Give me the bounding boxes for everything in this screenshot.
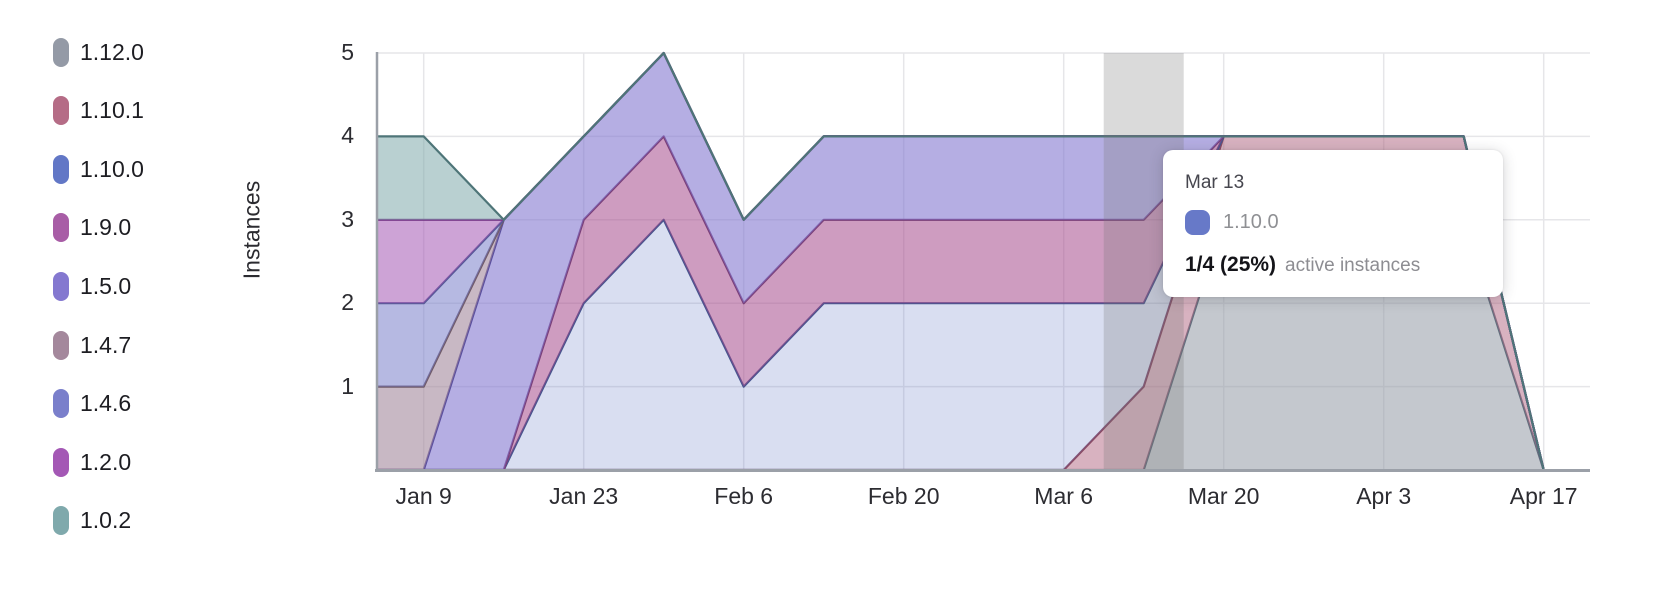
x-tick-label: Jan 23 (549, 483, 619, 509)
y-tick-label: 4 (341, 122, 354, 149)
legend-swatch-1.2.0 (53, 447, 69, 477)
legend-label: 1.2.0 (80, 448, 132, 475)
legend-item-1.0.2[interactable]: 1.0.2 (53, 506, 132, 536)
legend-item-1.10.1[interactable]: 1.10.1 (53, 96, 144, 126)
legend-item-1.5.0[interactable]: 1.5.0 (53, 271, 132, 301)
legend-label: 1.4.7 (80, 331, 132, 358)
tooltip-series-swatch (1185, 210, 1210, 235)
legend-swatch-1.4.6 (53, 389, 69, 419)
legend-swatch-1.10.0 (53, 154, 69, 184)
legend-item-1.9.0[interactable]: 1.9.0 (53, 213, 132, 243)
y-tick-label: 3 (341, 205, 354, 232)
legend-item-1.4.6[interactable]: 1.4.6 (53, 389, 132, 419)
area-line-1.0.2 (378, 51, 1545, 471)
legend-label: 1.0.2 (80, 507, 132, 534)
x-tick-label: Mar 6 (1034, 483, 1094, 509)
area-1.9.0[interactable] (378, 136, 1544, 470)
x-tick-label: Apr 3 (1356, 483, 1412, 509)
y-axis-title: Instances (238, 180, 265, 280)
y-tick-label: 5 (341, 39, 354, 65)
y-tick-label: 2 (341, 289, 354, 316)
tooltip-date: Mar 13 (1185, 172, 1245, 193)
legend-swatch-1.4.7 (53, 330, 69, 360)
x-tick-label: Apr 17 (1509, 483, 1578, 509)
chart-tooltip: Mar 13 1.10.0 1/4 (25%) active instances (1163, 150, 1503, 297)
legend-swatch-1.9.0 (53, 213, 69, 243)
x-tick-label: Feb 20 (867, 483, 940, 509)
legend-item-1.12.0[interactable]: 1.12.0 (53, 37, 144, 67)
legend-swatch-1.10.1 (53, 96, 69, 126)
legend-label: 1.10.1 (80, 97, 144, 124)
legend-swatch-1.5.0 (53, 271, 69, 301)
tooltip-value-suffix: active instances (1285, 255, 1421, 276)
legend-label: 1.9.0 (80, 214, 132, 241)
legend-label: 1.5.0 (80, 272, 132, 299)
x-tick-label: Feb 6 (714, 483, 774, 509)
x-tick-label: Jan 9 (395, 483, 452, 509)
legend-label: 1.12.0 (80, 38, 144, 65)
legend-label: 1.4.6 (80, 390, 132, 417)
tooltip-value: 1/4 (25%) (1185, 253, 1277, 276)
legend-item-1.2.0[interactable]: 1.2.0 (53, 447, 132, 477)
tooltip-series-label: 1.10.0 (1223, 211, 1279, 233)
legend-label: 1.10.0 (80, 155, 144, 182)
y-tick-label: 1 (341, 372, 354, 399)
legend-item-1.10.0[interactable]: 1.10.0 (53, 154, 144, 184)
legend-item-1.4.7[interactable]: 1.4.7 (53, 330, 132, 360)
legend-swatch-1.0.2 (53, 506, 69, 536)
legend-swatch-1.12.0 (53, 37, 69, 67)
x-tick-label: Mar 20 (1187, 483, 1260, 509)
